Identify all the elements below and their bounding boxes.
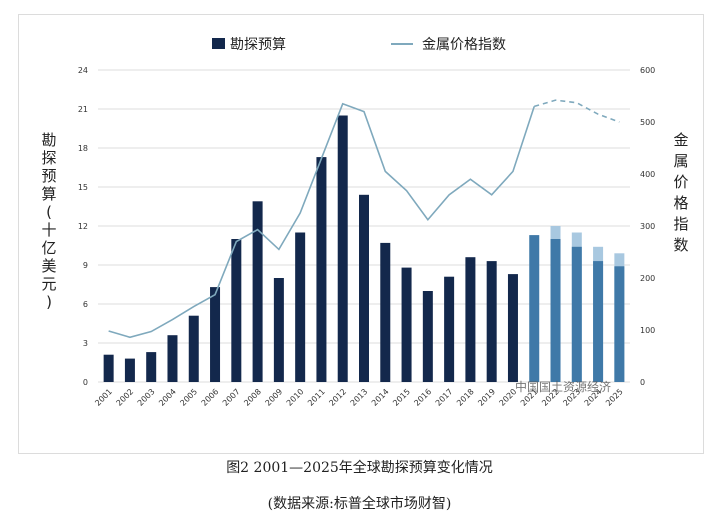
bar (593, 261, 604, 382)
x-tick-label: 2002 (115, 387, 136, 408)
right-axis-label-char: 价 (673, 173, 688, 191)
right-tick-label: 0 (640, 378, 645, 387)
figure-source: (数据来源:标普全球市场财智) (267, 496, 452, 512)
bar (273, 278, 284, 382)
right-axis-ticks: 0 100 200 300 400 500 600 (640, 66, 655, 387)
left-axis-label-char: 十 (41, 221, 56, 239)
right-tick-label: 500 (640, 118, 655, 127)
right-axis-label-char: 金 (673, 131, 688, 149)
bar (422, 291, 433, 382)
figure-caption: 图2 2001—2025年全球勘探预算变化情况 (226, 460, 493, 476)
right-axis-label: 金属价格指数 (673, 131, 688, 254)
right-tick-label: 100 (640, 326, 655, 335)
left-axis-label-char: 美 (41, 257, 56, 275)
x-tick-label: 2014 (370, 387, 391, 408)
x-tick-label: 2009 (264, 387, 285, 408)
left-tick-label: 3 (83, 339, 88, 348)
x-tick-label: 2006 (200, 387, 221, 408)
x-tick-label: 2005 (178, 387, 199, 408)
x-tick-label: 2003 (136, 387, 157, 408)
legend-bar-swatch (212, 38, 225, 49)
left-axis-label-char: 算 (41, 185, 56, 203)
bar (571, 246, 582, 382)
right-axis-label-char: 指 (673, 215, 688, 233)
legend: 勘探预算 金属价格指数 (212, 37, 506, 53)
right-axis-label-char: 格 (673, 194, 688, 212)
bar (529, 235, 540, 382)
x-tick-label: 2017 (434, 387, 455, 408)
left-axis-label-char: 预 (41, 167, 56, 185)
x-tick-label: 2015 (391, 387, 412, 408)
legend-line-label: 金属价格指数 (422, 37, 506, 53)
left-axis-label-char: 亿 (41, 239, 56, 257)
chart: 勘探预算 金属价格指数 0 3 6 9 12 15 18 21 24 0 100 200 300 400… (41, 37, 688, 408)
price-line (108, 99, 620, 339)
bar (103, 354, 114, 382)
bar (465, 257, 476, 382)
left-tick-label: 15 (78, 183, 88, 192)
left-axis-label-char: ) (46, 293, 52, 311)
left-axis-label-char: 勘 (41, 131, 56, 149)
price-line-solid (108, 102, 536, 339)
x-tick-label: 2010 (285, 387, 306, 408)
bar (124, 358, 135, 382)
bar (146, 352, 157, 382)
bar (295, 232, 306, 382)
bar (188, 315, 199, 382)
right-tick-label: 400 (640, 170, 655, 179)
bars (103, 115, 625, 382)
bar (316, 157, 327, 382)
bar (210, 287, 221, 382)
x-tick-label: 2001 (93, 387, 114, 408)
left-tick-label: 18 (78, 144, 88, 153)
left-tick-label: 9 (83, 261, 88, 270)
right-tick-label: 300 (640, 222, 655, 231)
left-tick-label: 0 (83, 378, 88, 387)
x-tick-label: 2012 (327, 387, 348, 408)
bar (401, 267, 412, 382)
chart-frame: 勘探预算 金属价格指数 0 3 6 9 12 15 18 21 24 0 100 200 300 400… (18, 14, 704, 454)
x-tick-label: 2019 (476, 387, 497, 408)
x-tick-label: 2018 (455, 387, 476, 408)
bar (337, 115, 348, 382)
left-tick-label: 21 (78, 105, 88, 114)
x-tick-label: 2007 (221, 387, 242, 408)
x-tick-label: 2013 (349, 387, 370, 408)
left-tick-label: 24 (78, 66, 88, 75)
bar (380, 242, 391, 382)
legend-bar-label: 勘探预算 (230, 37, 286, 53)
bar (252, 201, 263, 382)
right-tick-label: 600 (640, 66, 655, 75)
right-axis-label-char: 数 (673, 236, 688, 254)
left-axis-label-char: 元 (41, 275, 56, 293)
x-tick-label: 2011 (306, 387, 327, 408)
bar (486, 261, 497, 382)
bar (550, 239, 561, 382)
bar (507, 274, 518, 382)
bar (444, 276, 455, 382)
x-tick-label: 2008 (242, 387, 263, 408)
left-axis-label-char: ( (46, 203, 52, 221)
bar (167, 335, 178, 382)
bar (359, 194, 369, 382)
right-tick-label: 200 (640, 274, 655, 283)
x-tick-label: 2016 (412, 387, 433, 408)
price-line-dashed (534, 99, 620, 123)
right-axis-label-char: 属 (673, 152, 688, 170)
left-axis-ticks: 0 3 6 9 12 15 18 21 24 (78, 66, 88, 387)
left-tick-label: 6 (83, 300, 88, 309)
bar (231, 239, 242, 382)
watermark: 中国国土资源经济 (515, 380, 612, 394)
x-tick-label: 2004 (157, 387, 178, 408)
bar (614, 266, 625, 382)
left-tick-label: 12 (78, 222, 88, 231)
left-axis-label-char: 探 (41, 149, 56, 167)
